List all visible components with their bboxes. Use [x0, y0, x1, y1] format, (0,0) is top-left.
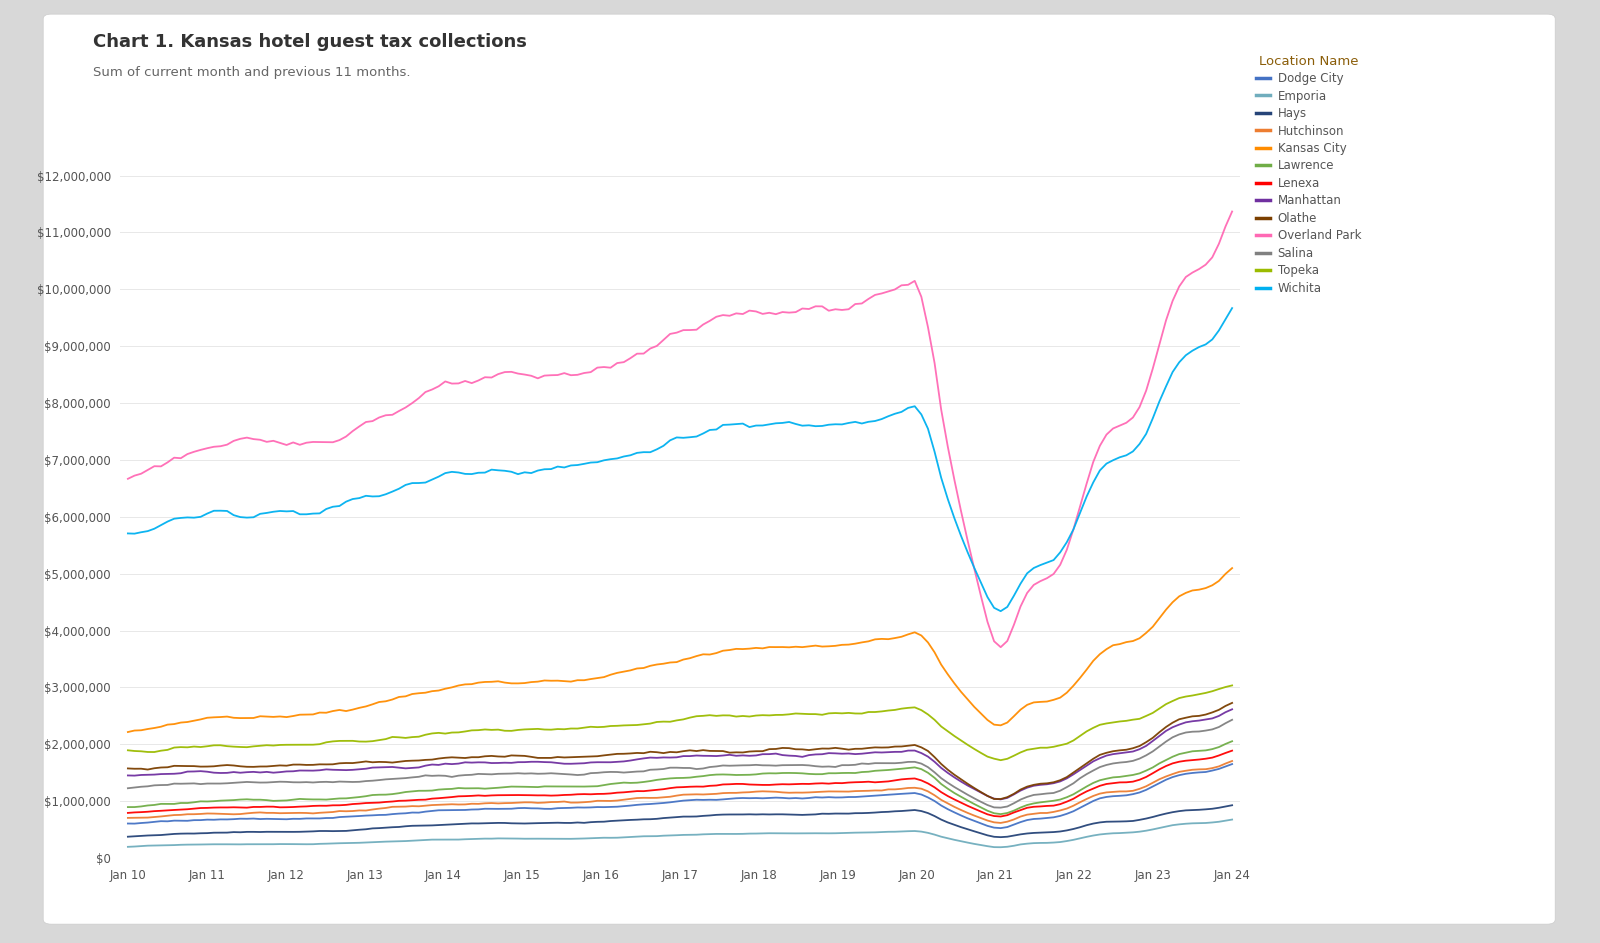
Text: Chart 1. Kansas hotel guest tax collections: Chart 1. Kansas hotel guest tax collecti… [93, 33, 526, 51]
Legend: Dodge City, Emporia, Hays, Hutchinson, Kansas City, Lawrence, Lenexa, Manhattan,: Dodge City, Emporia, Hays, Hutchinson, K… [1256, 55, 1362, 295]
Text: Sum of current month and previous 11 months.: Sum of current month and previous 11 mon… [93, 66, 410, 79]
